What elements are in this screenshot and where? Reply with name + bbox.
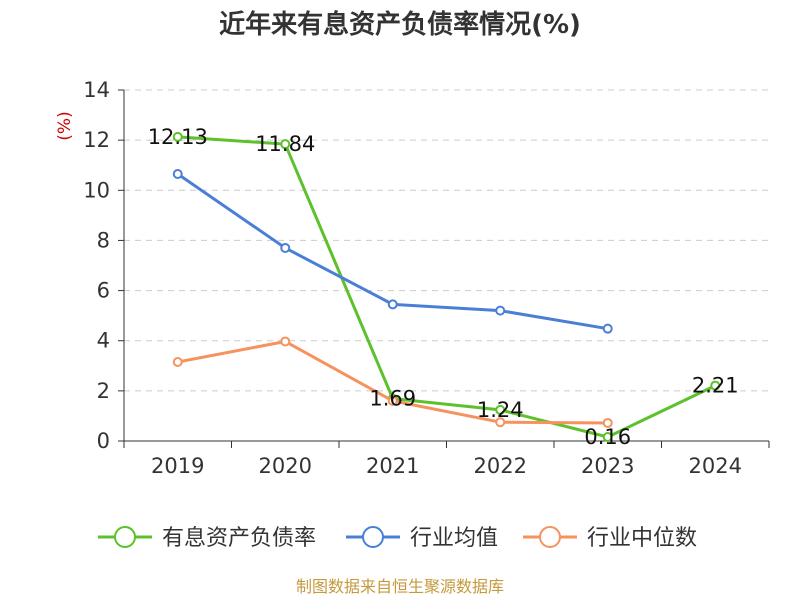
y-tick-label: 10 bbox=[83, 178, 110, 202]
data-point bbox=[602, 417, 613, 428]
data-point bbox=[710, 380, 721, 391]
y-tick-label: 4 bbox=[97, 329, 110, 353]
data-point bbox=[495, 417, 506, 428]
y-tick-label: 14 bbox=[83, 78, 110, 102]
data-labels: 12.13 11.84 1.69 1.24 0.16 2.21 bbox=[148, 125, 739, 449]
x-tick-label: 2019 bbox=[151, 454, 204, 478]
data-point bbox=[172, 131, 183, 142]
y-tick-label: 8 bbox=[97, 228, 110, 252]
y-tick-label: 2 bbox=[97, 379, 110, 403]
data-point bbox=[387, 395, 398, 406]
data-point bbox=[280, 139, 291, 150]
x-tick-label: 2024 bbox=[689, 454, 742, 478]
data-point bbox=[172, 357, 183, 368]
x-tick-label: 2022 bbox=[474, 454, 527, 478]
x-tick-label: 2020 bbox=[259, 454, 312, 478]
chart-title: 近年来有息资产负债率情况(%) bbox=[219, 9, 581, 40]
data-point bbox=[387, 299, 398, 310]
data-label: 1.69 bbox=[369, 387, 416, 411]
source-note: 制图数据来自恒生聚源数据库 bbox=[296, 577, 504, 596]
x-tick-label: 2021 bbox=[366, 454, 419, 478]
legend-swatch-marker bbox=[362, 526, 384, 548]
series-lines bbox=[172, 131, 721, 442]
data-point bbox=[280, 336, 291, 347]
data-label: 0.16 bbox=[584, 425, 631, 449]
x-tick-label: 2023 bbox=[581, 454, 634, 478]
legend-swatch-marker bbox=[539, 526, 561, 548]
series-line bbox=[177, 339, 608, 425]
data-point bbox=[602, 323, 613, 334]
data-point bbox=[495, 305, 506, 316]
data-point bbox=[280, 242, 291, 253]
legend-label: 有息资产负债率 bbox=[162, 526, 316, 551]
data-label: 1.24 bbox=[477, 398, 524, 422]
series-line bbox=[177, 135, 716, 439]
legend-label: 行业中位数 bbox=[587, 526, 697, 551]
y-tick-label: 12 bbox=[83, 128, 110, 152]
axes: 0 2 4 6 8 10 12 14 2019 2020 2021 2022 2023 2024 bbox=[83, 78, 770, 478]
data-point bbox=[172, 168, 183, 179]
data-label: 2.21 bbox=[692, 374, 739, 398]
y-axis-unit-label: (%) bbox=[55, 111, 75, 140]
data-label: 11.84 bbox=[255, 132, 315, 156]
y-tick-label: 0 bbox=[97, 429, 110, 453]
y-tick-label: 6 bbox=[97, 279, 110, 303]
data-point bbox=[602, 431, 613, 442]
legend-label: 行业均值 bbox=[410, 526, 498, 551]
grid-lines bbox=[124, 89, 769, 392]
data-label: 12.13 bbox=[148, 125, 208, 149]
data-point bbox=[495, 404, 506, 415]
legend: 有息资产负债率 行业均值 行业中位数 bbox=[98, 526, 697, 551]
legend-swatch-marker bbox=[114, 526, 136, 548]
